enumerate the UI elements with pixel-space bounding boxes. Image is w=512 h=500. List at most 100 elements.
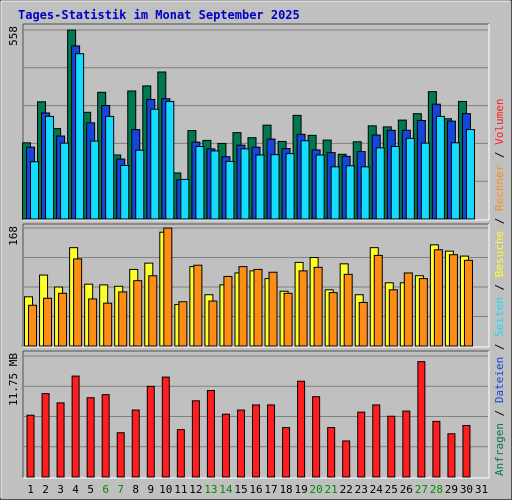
series-legend: Anfragen / Dateien / Seiten / Besuche / …	[493, 98, 506, 476]
bar-rechner	[178, 301, 188, 347]
bar-rechner	[373, 254, 383, 347]
bar-seiten	[240, 148, 250, 220]
legend-entry: Rechner	[493, 164, 506, 211]
bar-rechner	[43, 297, 53, 347]
x-axis-day-label: 20	[310, 483, 323, 496]
x-axis-day-label: 16	[249, 483, 262, 496]
bar-seiten	[195, 146, 205, 220]
legend-entry: Besuche	[493, 231, 506, 277]
x-axis-day-label: 11	[174, 483, 187, 496]
bar-seiten	[120, 164, 130, 220]
bar-rechner	[193, 264, 203, 347]
bar-volumen	[387, 415, 396, 478]
bar-seiten	[45, 115, 55, 220]
bar-seiten	[255, 154, 265, 220]
bar-volumen	[86, 397, 95, 478]
x-axis-day-label: 9	[147, 483, 154, 496]
y-axis-max-label: 558	[7, 26, 20, 46]
bar-rechner	[238, 266, 248, 347]
bar-volumen	[71, 375, 80, 478]
bar-rechner	[58, 292, 68, 347]
bar-rechner	[268, 271, 278, 347]
bar-seiten	[375, 147, 385, 220]
x-axis-day-label: 1	[27, 483, 34, 496]
bar-rechner	[28, 304, 38, 347]
bar-volumen	[372, 404, 381, 478]
bar-seiten	[30, 161, 40, 220]
bar-rechner	[163, 227, 173, 347]
bar-rechner	[463, 259, 473, 347]
bar-seiten	[345, 165, 355, 220]
bar-rechner	[358, 301, 368, 347]
x-axis-day-label: 29	[445, 483, 458, 496]
x-axis-day-label: 23	[355, 483, 368, 496]
bar-volumen	[176, 429, 185, 478]
legend-separator: /	[493, 337, 506, 357]
bar-seiten	[435, 115, 445, 220]
bar-volumen	[432, 420, 441, 478]
x-axis-day-label: 18	[279, 483, 292, 496]
bar-rechner	[343, 273, 353, 347]
bar-seiten	[165, 100, 175, 220]
bar-rechner	[73, 258, 83, 347]
x-axis-day-label: 5	[87, 483, 94, 496]
x-axis-day-label: 4	[72, 483, 79, 496]
bar-seiten	[60, 142, 70, 220]
bar-volumen	[236, 409, 245, 478]
bar-rechner	[283, 292, 293, 347]
bar-rechner	[433, 249, 443, 347]
chart-panel-bottom: 11.75 MB	[7, 350, 490, 479]
bar-volumen	[462, 425, 471, 478]
legend-entry: Anfragen	[493, 423, 506, 476]
bar-volumen	[56, 402, 65, 478]
bar-volumen	[161, 376, 170, 478]
bar-rechner	[448, 254, 458, 347]
bar-rechner	[223, 275, 233, 347]
bar-rechner	[418, 278, 428, 347]
bar-volumen	[252, 404, 260, 478]
x-axis-day-label: 15	[234, 483, 247, 496]
bar-seiten	[360, 166, 370, 220]
bar-seiten	[330, 166, 340, 220]
x-axis-day-label: 21	[325, 483, 338, 496]
bar-rechner	[253, 268, 263, 347]
bar-volumen	[41, 393, 50, 478]
bar-seiten	[75, 53, 85, 220]
bar-seiten	[210, 150, 220, 220]
bar-rechner	[133, 280, 143, 347]
bar-volumen	[342, 440, 351, 478]
bar-volumen	[146, 385, 155, 478]
bar-volumen	[312, 396, 321, 478]
x-axis-day-label: 6	[102, 483, 109, 496]
bar-volumen	[327, 427, 336, 478]
bar-seiten	[315, 154, 325, 220]
x-axis-day-label: 25	[385, 483, 398, 496]
bar-rechner	[298, 270, 308, 347]
bar-volumen	[116, 432, 125, 478]
bar-volumen	[131, 409, 140, 478]
bar-volumen	[206, 389, 215, 478]
bar-rechner	[388, 289, 398, 347]
bar-volumen	[417, 361, 426, 478]
legend-separator: /	[493, 277, 506, 297]
bar-volumen	[447, 433, 456, 478]
bar-seiten	[405, 137, 415, 220]
bar-rechner	[208, 300, 218, 347]
y-axis-max-label: 11.75 MB	[7, 353, 20, 406]
bar-volumen	[357, 411, 366, 478]
legend-separator: /	[493, 145, 506, 165]
x-axis-day-label: 30	[460, 483, 473, 496]
bar-seiten	[150, 108, 160, 220]
x-axis-day-label: 24	[370, 483, 384, 496]
x-axis-day-label: 10	[159, 483, 172, 496]
bar-rechner	[313, 266, 323, 347]
x-axis-day-label: 13	[204, 483, 217, 496]
x-axis-day-label: 27	[415, 483, 428, 496]
bar-volumen	[101, 394, 110, 478]
bar-seiten	[300, 140, 310, 220]
x-axis-day-label: 26	[400, 483, 413, 496]
bar-rechner	[328, 292, 338, 347]
bar-seiten	[135, 149, 145, 220]
